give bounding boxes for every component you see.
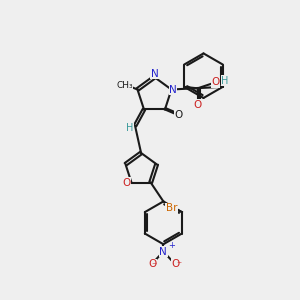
Text: ⁻: ⁻ [151, 261, 156, 271]
Text: O: O [194, 100, 202, 110]
Text: CH₃: CH₃ [116, 80, 133, 89]
Text: ⁻: ⁻ [176, 260, 181, 270]
Text: +: + [168, 241, 175, 250]
Text: N: N [169, 85, 177, 94]
Text: O: O [148, 259, 156, 269]
Text: O: O [172, 259, 180, 269]
Text: H: H [126, 123, 134, 133]
Text: O: O [175, 110, 183, 120]
Text: H: H [221, 76, 229, 86]
Text: O: O [122, 178, 130, 188]
Text: N: N [160, 247, 167, 256]
Text: N: N [151, 69, 158, 79]
Text: Br: Br [166, 203, 177, 213]
Text: O: O [211, 77, 220, 87]
